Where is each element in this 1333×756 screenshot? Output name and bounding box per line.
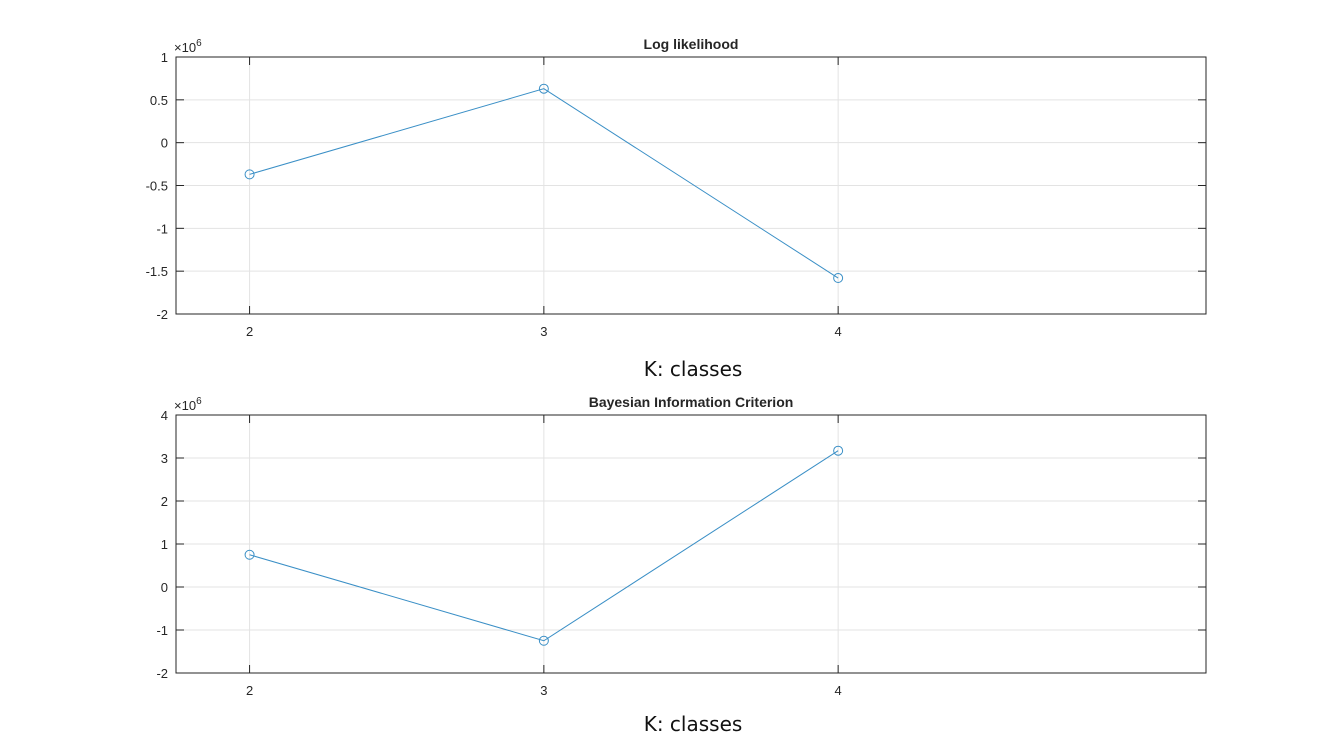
data-point-marker [244,169,255,180]
y-tick-label: -2 [156,666,168,681]
y-tick-label: -2 [156,307,168,322]
x-tick-label: 2 [246,683,253,698]
bic-chart: 2 3 4 4 3 2 1 0 -1 -2 ×106 Bayesian Information Cri… [156,394,1207,736]
x-tick-label: 3 [540,324,547,339]
x-tick-label: 3 [540,683,547,698]
axis-exponent: ×106 [174,396,202,413]
y-tick-label: 2 [161,494,168,509]
x-axis-label: K: classes [644,357,743,381]
y-tick-label: 0.5 [150,93,168,108]
chart-title: Bayesian Information Criterion [589,394,794,410]
exponent-power: 6 [196,396,202,407]
data-point-marker [538,83,549,94]
y-tick-label: 0 [161,136,168,151]
y-tick-label: 0 [161,580,168,595]
y-tick-label: -0.5 [146,179,168,194]
y-tick-label: 4 [161,408,168,423]
exponent-base: ×10 [174,398,196,413]
x-tick-label: 2 [246,324,253,339]
log-likelihood-chart: 2 3 4 1 0.5 0 -0.5 -1 -1.5 -2 ×106 Log likelihood K:… [146,36,1207,381]
y-tick-label: 1 [161,537,168,552]
y-tick-label: 1 [161,50,168,65]
series-line [249,88,839,279]
exponent-base: ×10 [174,40,196,55]
x-tick-label: 4 [835,683,842,698]
exponent-power: 6 [196,38,202,49]
data-point-marker [833,445,844,456]
data-point-marker [538,635,549,646]
y-tick-label: -1 [156,623,168,638]
chart-title: Log likelihood [644,36,739,52]
y-tick-label: -1.5 [146,264,168,279]
x-axis-label: K: classes [644,712,743,736]
axis-exponent: ×106 [174,38,202,55]
y-tick-label: -1 [156,221,168,236]
series-line [249,450,839,642]
data-point-marker [244,549,255,560]
x-tick-label: 4 [835,324,842,339]
data-point-marker [833,273,844,284]
y-tick-label: 3 [161,451,168,466]
